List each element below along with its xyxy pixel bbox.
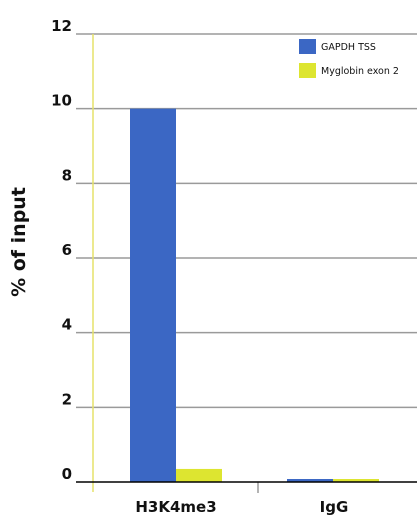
legend: GAPDH TSS Myglobin exon 2: [299, 39, 399, 78]
legend-swatch: [299, 63, 316, 78]
bar: [176, 468, 222, 482]
y-tick-label: 4: [62, 316, 72, 334]
y-tick-label: 6: [62, 241, 72, 259]
legend-label: Myglobin exon 2: [321, 66, 399, 77]
grid-lines: [76, 33, 417, 493]
legend-label: GAPDH TSS: [321, 42, 376, 53]
y-tick-label: 0: [62, 465, 72, 483]
y-tick-label: 8: [62, 166, 72, 184]
category-label: IgG: [320, 498, 349, 516]
y-tick-label: 2: [62, 390, 72, 408]
category-labels: H3K4me3 IgG: [135, 498, 348, 516]
y-tick-label: 12: [51, 17, 72, 35]
bar: [333, 479, 379, 482]
y-tick-label: 10: [51, 92, 72, 110]
bar: [130, 108, 176, 483]
y-axis-label: % of input: [8, 187, 30, 297]
bars: [130, 108, 379, 483]
y-tick-labels: 0 2 4 6 8 10 12: [51, 17, 72, 483]
legend-swatch: [299, 39, 316, 54]
category-label: H3K4me3: [135, 498, 216, 516]
bar: [287, 479, 333, 482]
